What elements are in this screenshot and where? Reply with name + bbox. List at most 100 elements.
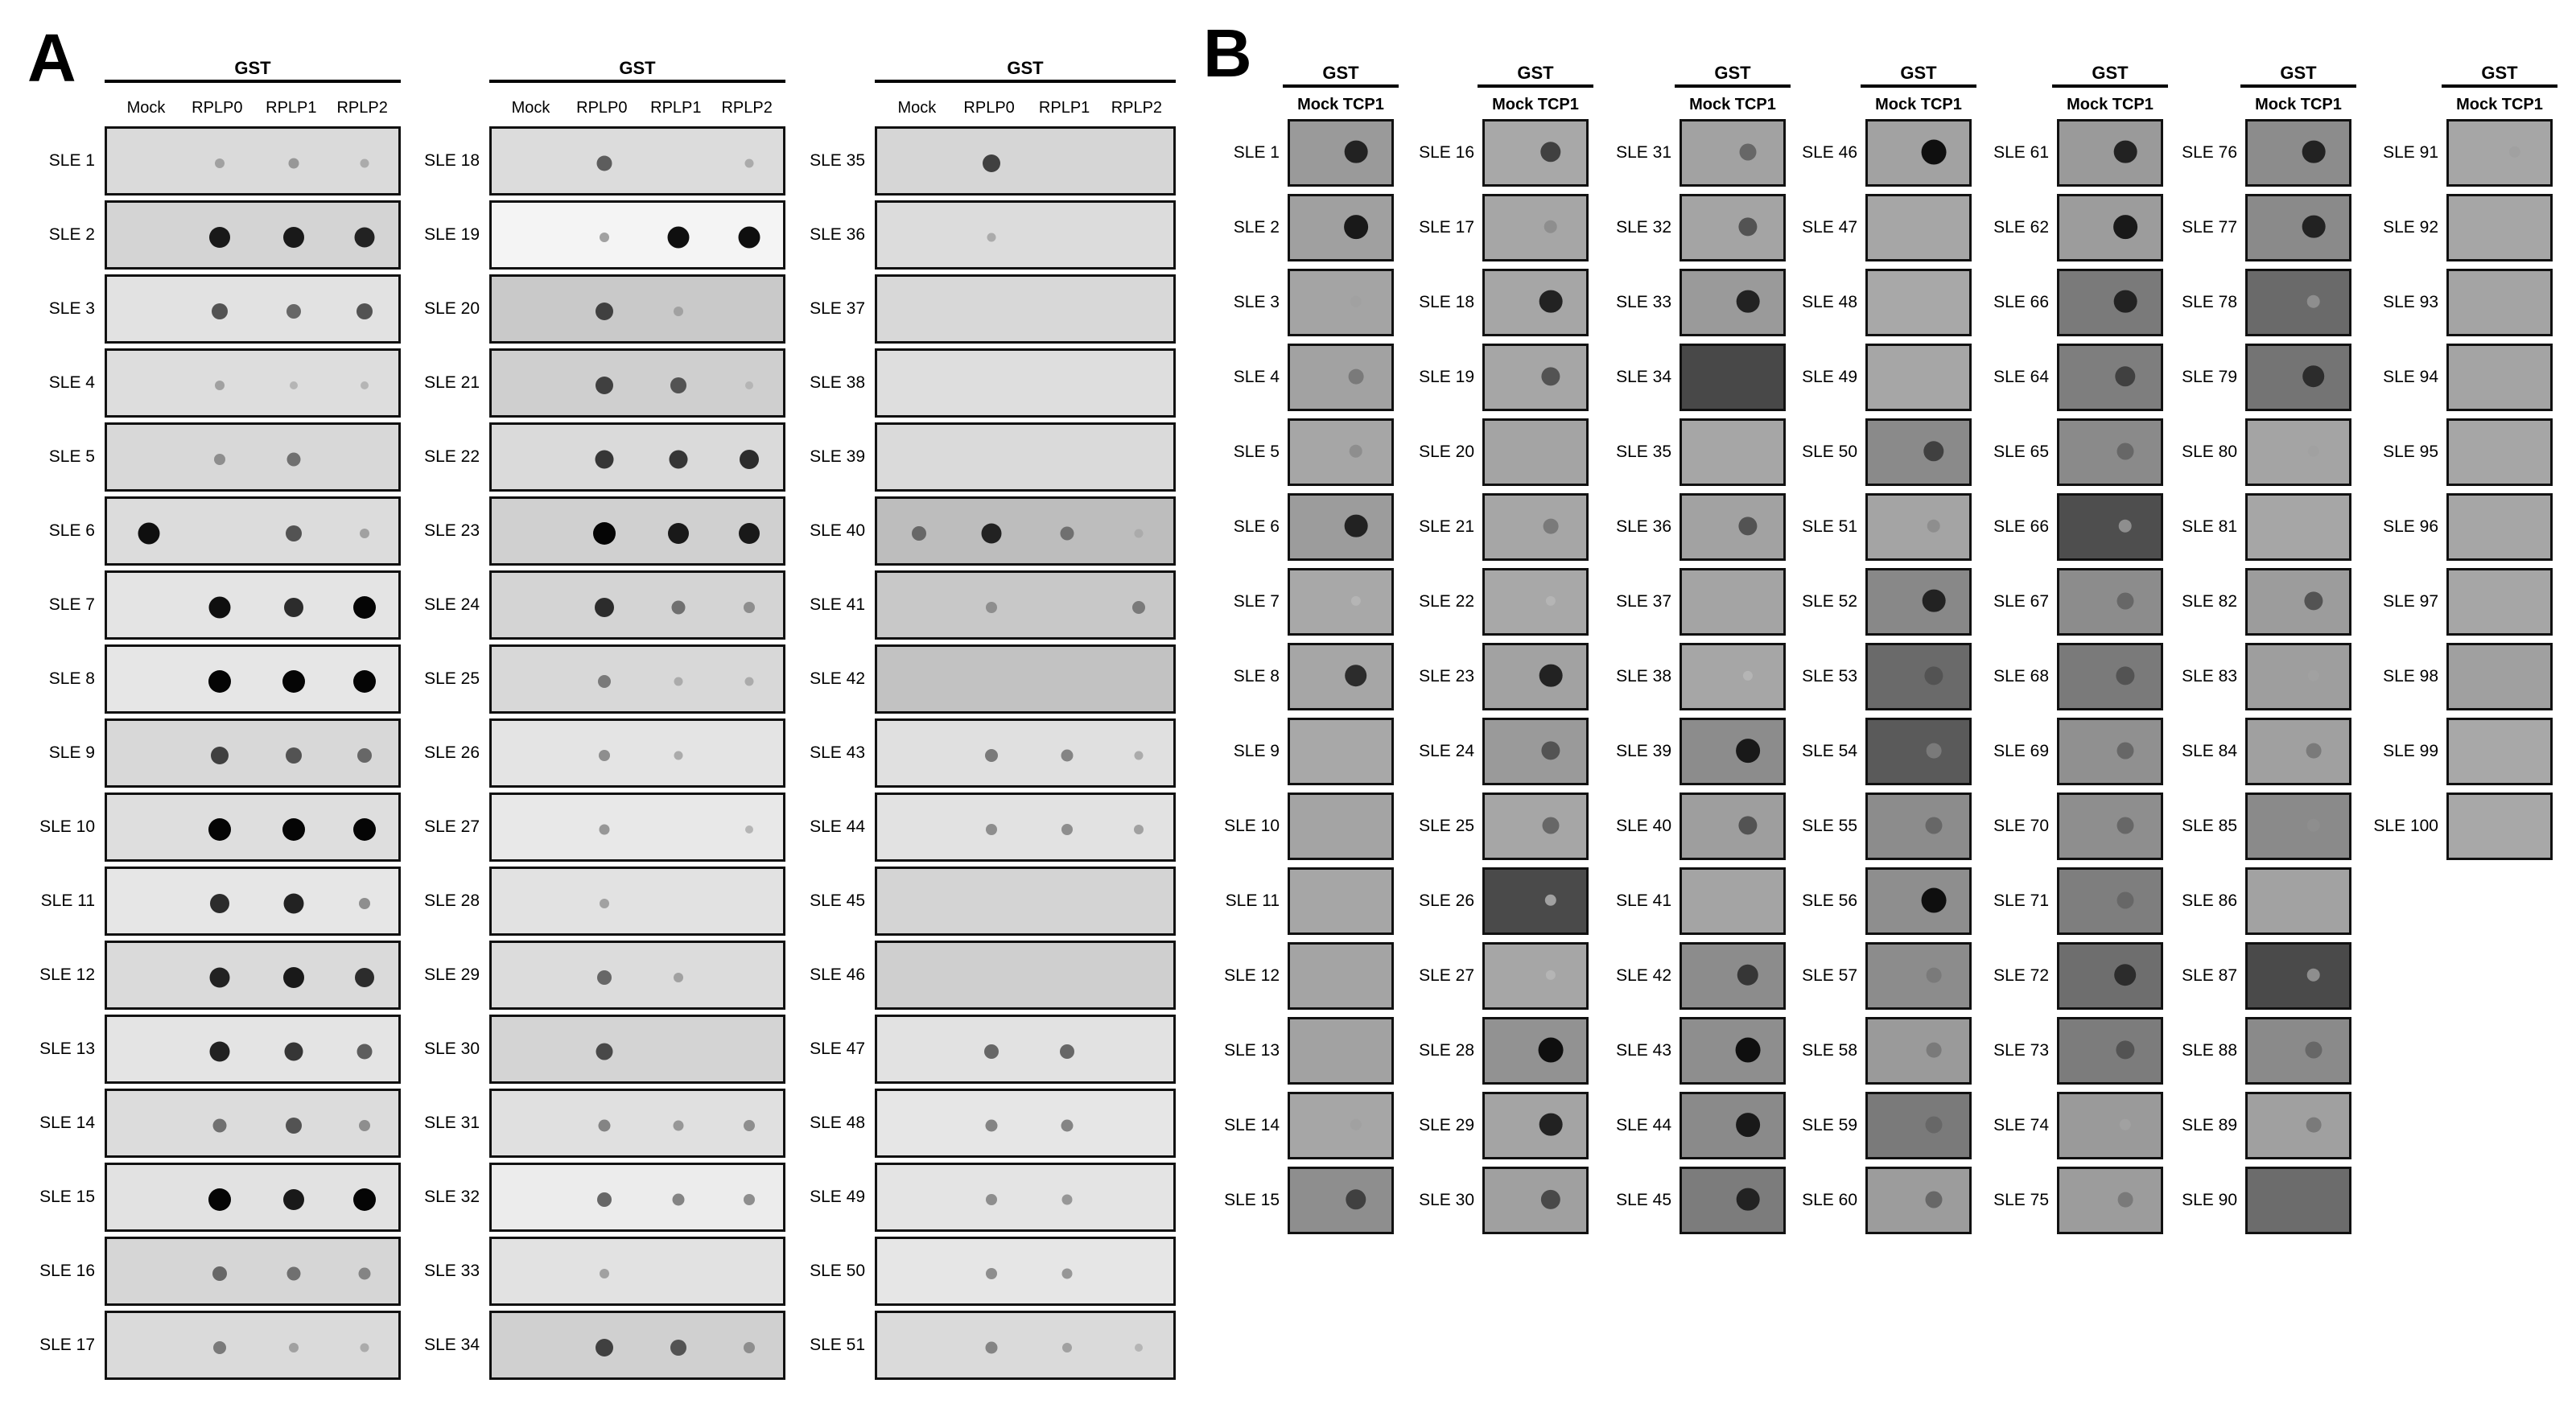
blot-spot: [285, 525, 302, 541]
sample-label: SLE 100: [2373, 817, 2438, 835]
blot-strip: [105, 570, 401, 640]
panel-letter-a: A: [27, 20, 76, 96]
blot-spot: [673, 973, 683, 982]
blot-panel: [1288, 1167, 1394, 1234]
blot-spot: [1540, 1189, 1560, 1209]
blot-panel: [1865, 1092, 1972, 1159]
blot-spot: [1061, 824, 1073, 835]
blot-spot: [670, 1340, 686, 1356]
blot-panel: [1288, 643, 1394, 710]
sample-label: SLE 36: [1616, 517, 1671, 536]
blot-panel: [2446, 718, 2553, 785]
blot-spot: [208, 596, 231, 619]
blot-spot: [1738, 217, 1758, 237]
sample-label: SLE 40: [1616, 817, 1671, 835]
blot-spot: [674, 677, 683, 686]
sample-label: SLE 2: [1233, 218, 1280, 237]
sample-label: SLE 13: [39, 1040, 95, 1058]
blot-spot: [744, 1194, 756, 1205]
blot-spot: [210, 747, 229, 764]
blot-spot: [2306, 818, 2321, 833]
blot-spot: [981, 523, 1002, 544]
blot-strip: [105, 200, 401, 270]
column-header: GST: [105, 60, 401, 83]
blot-spot: [2114, 964, 2137, 986]
column-header: GST: [875, 60, 1176, 83]
sample-label: SLE 86: [2182, 891, 2237, 910]
blot-spot: [2113, 290, 2137, 314]
blot-spot: [1926, 743, 1942, 759]
sample-label: SLE 51: [1802, 517, 1857, 536]
sample-label: SLE 69: [1993, 742, 2049, 760]
blot-panel: [1680, 493, 1786, 561]
blot-spot: [673, 307, 683, 316]
sample-label: SLE 73: [1993, 1041, 2049, 1060]
sample-label: SLE 49: [1802, 368, 1857, 386]
blot-strip: [489, 348, 785, 418]
blot-spot: [1737, 964, 1759, 986]
blot-strip: [875, 867, 1176, 936]
blot-spot: [361, 381, 369, 389]
blot-spot: [596, 1043, 613, 1060]
column-header: GST: [1283, 64, 1399, 88]
blot-strip: [105, 1311, 401, 1380]
blot-spot: [985, 1119, 998, 1132]
blot-spot: [357, 748, 373, 763]
blot-strip: [875, 644, 1176, 714]
blot-panel: [2057, 942, 2163, 1010]
sample-label: SLE 51: [810, 1336, 865, 1354]
blot-spot: [208, 1188, 231, 1211]
blot-spot: [986, 1194, 998, 1205]
blot-panel: [2057, 1167, 2163, 1234]
blot-spot: [1735, 1037, 1761, 1063]
blot-spot: [353, 670, 377, 693]
sample-label: SLE 49: [810, 1188, 865, 1206]
sample-label: SLE 38: [1616, 667, 1671, 685]
blot-panel: [1865, 718, 1972, 785]
blot-panel: [1865, 269, 1972, 336]
sample-label: SLE 58: [1802, 1041, 1857, 1060]
blot-spot: [598, 750, 610, 761]
blot-strip: [875, 1089, 1176, 1158]
blot-panel: [2245, 867, 2351, 935]
blot-spot: [596, 155, 612, 171]
blot-panel: [2057, 418, 2163, 486]
blot-spot: [353, 596, 377, 619]
sample-label: SLE 9: [48, 743, 95, 762]
blot-spot: [354, 227, 375, 248]
sample-label: SLE 43: [810, 743, 865, 762]
sample-label: SLE 97: [2383, 592, 2438, 611]
sample-label: SLE 28: [424, 891, 480, 910]
blot-panel: [1482, 493, 1589, 561]
lane-label: Mock TCP1: [2255, 96, 2342, 113]
blot-strip: [489, 126, 785, 196]
blot-spot: [2116, 1040, 2135, 1060]
blot-spot: [985, 1341, 998, 1354]
sample-label: SLE 35: [810, 151, 865, 170]
blot-panel: [2245, 1017, 2351, 1085]
blot-panel: [2245, 119, 2351, 187]
blot-spot: [1344, 514, 1368, 538]
blot-spot: [358, 1267, 371, 1280]
blot-spot: [1925, 1116, 1943, 1134]
blot-spot: [286, 452, 301, 467]
blot-spot: [984, 1044, 999, 1059]
blot-spot: [912, 526, 927, 541]
blot-strip: [105, 348, 401, 418]
blot-panel: [2446, 493, 2553, 561]
blot-spot: [983, 154, 1001, 172]
lane-label: Mock TCP1: [2067, 96, 2154, 113]
blot-spot: [1926, 967, 1942, 983]
blot-panel: [2057, 568, 2163, 636]
blot-panel: [1680, 418, 1786, 486]
blot-spot: [1538, 1037, 1564, 1063]
blot-panel: [1288, 793, 1394, 860]
blot-spot: [1735, 1112, 1760, 1137]
sample-label: SLE 95: [2383, 443, 2438, 461]
blot-spot: [360, 529, 370, 538]
sample-label: SLE 29: [1419, 1116, 1474, 1134]
sample-label: SLE 48: [810, 1114, 865, 1132]
sample-label: SLE 66: [1993, 517, 2049, 536]
sample-label: SLE 96: [2383, 517, 2438, 536]
blot-spot: [357, 303, 373, 319]
